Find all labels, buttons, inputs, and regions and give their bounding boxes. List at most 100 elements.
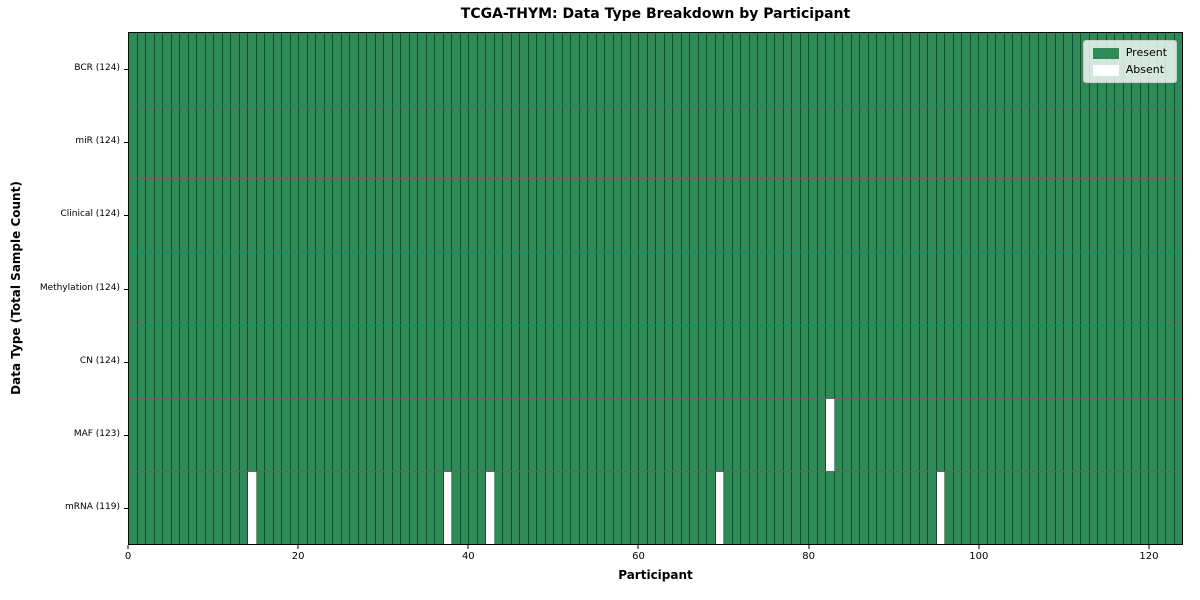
heatmap-cell-present (698, 106, 707, 179)
heatmap-cell-present (443, 252, 452, 325)
heatmap-cell-present (469, 471, 478, 544)
heatmap-cell-present (962, 106, 971, 179)
heatmap-cell-present (596, 33, 605, 106)
heatmap-cell-present (741, 252, 750, 325)
heatmap-cell-present (1123, 471, 1132, 544)
heatmap-cell-present (401, 252, 410, 325)
heatmap-cell-present (979, 106, 988, 179)
heatmap-cell-present (571, 325, 580, 398)
heatmap-cell-present (528, 106, 537, 179)
heatmap-cell-present (902, 179, 911, 252)
heatmap-cell-present (443, 179, 452, 252)
heatmap-cell-present (868, 471, 877, 544)
heatmap-cell-present (1038, 252, 1047, 325)
heatmap-cell-present (579, 398, 588, 471)
heatmap-cell-present (894, 179, 903, 252)
heatmap-cell-present (316, 106, 325, 179)
heatmap-cell-present (579, 471, 588, 544)
heatmap-cell-present (775, 33, 784, 106)
heatmap-cell-present (1038, 179, 1047, 252)
heatmap-cell-present (775, 325, 784, 398)
heatmap-cell-present (1115, 179, 1124, 252)
heatmap-cell-present (681, 325, 690, 398)
heatmap-cell-present (928, 471, 937, 544)
heatmap-cell-present (528, 33, 537, 106)
heatmap-cell-present (435, 179, 444, 252)
heatmap-cell-present (486, 33, 495, 106)
heatmap-cell-present (1047, 471, 1056, 544)
heatmap-cell-present (273, 106, 282, 179)
heatmap-cell-present (129, 252, 138, 325)
heatmap-cell-present (588, 398, 597, 471)
heatmap-cell-present (698, 398, 707, 471)
heatmap-cell-present (758, 179, 767, 252)
heatmap-cell-present (741, 471, 750, 544)
heatmap-cell-present (860, 33, 869, 106)
heatmap-cell-present (1055, 106, 1064, 179)
heatmap-cell-present (452, 471, 461, 544)
heatmap-cell-present (452, 179, 461, 252)
heatmap-cell-present (231, 106, 240, 179)
heatmap-cell-present (1030, 471, 1039, 544)
heatmap-cell-present (732, 471, 741, 544)
heatmap-cell-present (426, 106, 435, 179)
heatmap-cell-present (180, 398, 189, 471)
heatmap-cell-present (163, 471, 172, 544)
heatmap-cell-present (1072, 179, 1081, 252)
heatmap-cell-present (1004, 179, 1013, 252)
heatmap-cell-present (911, 471, 920, 544)
legend-label-absent: Absent (1125, 63, 1165, 76)
heatmap-cell-present (1115, 471, 1124, 544)
heatmap-cell-present (664, 325, 673, 398)
heatmap-cell-present (333, 398, 342, 471)
heatmap-cell-present (749, 106, 758, 179)
heatmap-cell-present (792, 252, 801, 325)
heatmap-cell-present (783, 252, 792, 325)
heatmap-cell-absent (936, 471, 945, 544)
heatmap-cell-present (1140, 106, 1149, 179)
heatmap-cell-present (384, 252, 393, 325)
heatmap-cell-present (222, 106, 231, 179)
heatmap-cell-present (894, 33, 903, 106)
heatmap-cell-present (851, 106, 860, 179)
heatmap-cell-present (214, 471, 223, 544)
x-tick-mark (808, 545, 810, 549)
heatmap-cell-present (605, 398, 614, 471)
heatmap-cell-present (316, 33, 325, 106)
heatmap-cell-present (843, 471, 852, 544)
heatmap-cell-present (494, 398, 503, 471)
heatmap-cell-present (188, 179, 197, 252)
heatmap-cell-present (622, 106, 631, 179)
heatmap-cell-present (358, 106, 367, 179)
heatmap-cell-present (520, 471, 529, 544)
heatmap-cell-present (290, 398, 299, 471)
heatmap-cell-present (1064, 471, 1073, 544)
heatmap-cell-present (1081, 471, 1090, 544)
heatmap-cell-present (214, 33, 223, 106)
x-tick-label: 80 (802, 551, 816, 562)
heatmap-cell-present (596, 398, 605, 471)
heatmap-cell-present (1098, 471, 1107, 544)
heatmap-row-mir (129, 105, 1182, 179)
x-tick-mark (1148, 545, 1150, 549)
heatmap-cell-present (197, 471, 206, 544)
heatmap-cell-present (486, 398, 495, 471)
heatmap-cell-present (248, 106, 257, 179)
heatmap-cell-present (1021, 106, 1030, 179)
heatmap-cell-present (469, 325, 478, 398)
heatmap-cell-present (180, 106, 189, 179)
heatmap-cell-present (962, 252, 971, 325)
heatmap-cell-present (809, 398, 818, 471)
heatmap-cell-present (341, 106, 350, 179)
heatmap-cell-present (868, 106, 877, 179)
heatmap-cell-present (1064, 252, 1073, 325)
heatmap-cell-present (392, 252, 401, 325)
heatmap-cell-present (588, 325, 597, 398)
heatmap-cell-present (902, 471, 911, 544)
heatmap-cell-present (783, 398, 792, 471)
heatmap-cell-present (197, 33, 206, 106)
heatmap-cell-present (358, 252, 367, 325)
heatmap-cell-present (1055, 33, 1064, 106)
heatmap-cell-present (1089, 471, 1098, 544)
heatmap-cell-present (324, 106, 333, 179)
